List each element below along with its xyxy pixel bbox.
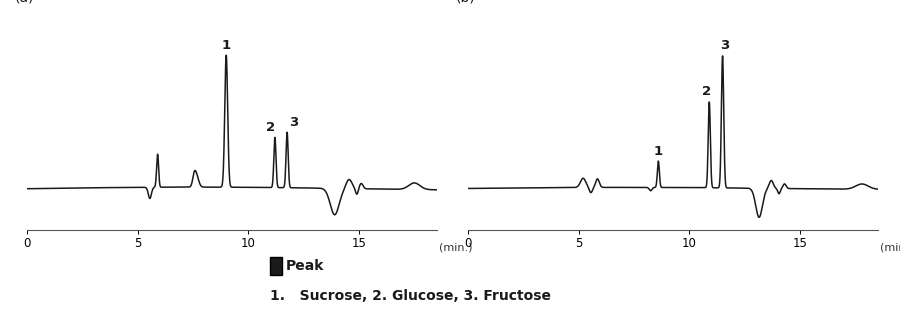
- Text: 2: 2: [702, 85, 711, 98]
- Text: 2: 2: [266, 121, 275, 134]
- Text: (min.): (min.): [438, 242, 473, 252]
- Text: 1.   Sucrose, 2. Glucose, 3. Fructose: 1. Sucrose, 2. Glucose, 3. Fructose: [270, 289, 551, 303]
- Text: 1: 1: [221, 39, 230, 52]
- Text: 3: 3: [720, 39, 729, 52]
- Text: 3: 3: [289, 116, 298, 129]
- Text: (a): (a): [14, 0, 34, 5]
- Text: (min.): (min.): [879, 242, 900, 252]
- Text: Peak: Peak: [286, 259, 325, 273]
- Text: 1: 1: [653, 145, 663, 158]
- Text: (b): (b): [455, 0, 475, 5]
